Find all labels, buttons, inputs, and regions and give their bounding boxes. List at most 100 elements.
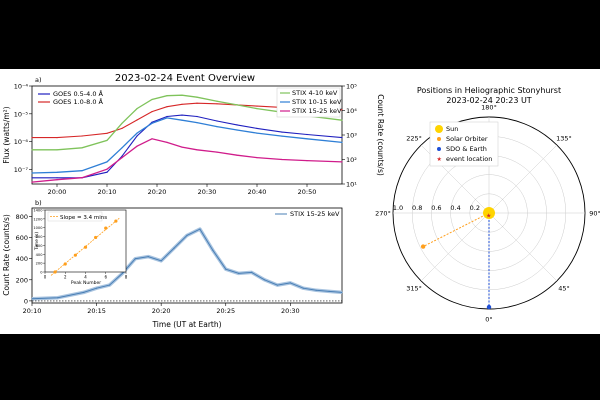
panel-a-ylabel-right: Count Rate (counts/s) — [376, 94, 385, 176]
point-stix-15-25-kev-8 — [181, 146, 183, 148]
point-stix-10-15-kev-1 — [56, 171, 58, 173]
b-xtick-label-0: 20:10 — [23, 307, 42, 315]
a-ytick-left-label-2: 10⁻⁶ — [14, 138, 29, 146]
point-stix-10-15-kev-0 — [31, 172, 33, 174]
panel-a-legend-left: GOES 0.5-4.0 Å GOES 1.0-8.0 Å — [38, 89, 104, 106]
inset-xtick-label-0: 0 — [44, 275, 47, 280]
point-stix-10-15-kev-15 — [341, 141, 343, 143]
a-ytick-left-label-3: 10⁻⁷ — [14, 166, 29, 174]
inset-xtick-label-4: 8 — [125, 275, 128, 280]
point-stix-4-10-kev-4 — [121, 122, 123, 124]
inset-point-6 — [114, 219, 118, 223]
point-stix-15-25-kev-2 — [81, 177, 83, 179]
point-stix-4-10-kev-10 — [216, 100, 218, 102]
point-stix-15-25-kev-10 — [216, 151, 218, 153]
panel-a-series-group — [31, 94, 343, 183]
polar-sun-marker — [483, 207, 495, 219]
a-xtick-label-4: 20:40 — [248, 188, 267, 196]
point-stix-15-25-15 — [251, 271, 253, 273]
point-stix-15-25-11 — [199, 228, 201, 230]
point-stix-15-25-kev-0 — [31, 181, 33, 183]
a-ytick-right-label-3: 10² — [346, 156, 357, 164]
point-goes-0-5-4-0-9 — [196, 115, 198, 118]
polar-angle-label-4: 0° — [485, 316, 492, 324]
point-stix-4-10-kev-8 — [181, 94, 183, 96]
panel-a-legend-right: STIX 4-10 keV STIX 10-15 keV STIX 15-25 … — [276, 87, 342, 118]
point-stix-4-10-kev-6 — [151, 98, 153, 101]
point-stix-15-25-10 — [186, 234, 188, 236]
panel-b-label: b) — [35, 199, 42, 207]
point-stix-15-25-2 — [83, 291, 85, 293]
point-stix-15-25-0 — [31, 298, 33, 300]
point-stix-15-25-19 — [302, 287, 304, 289]
a-ytick-right-label-0: 10⁵ — [346, 83, 357, 91]
panel-b-frame — [31, 207, 343, 304]
a-ytick-left-label-0: 10⁻⁴ — [14, 83, 29, 91]
a-xtick-label-0: 20:00 — [48, 188, 67, 196]
series-line-stix-4-10-kev — [32, 94, 343, 151]
point-stix-10-15-kev-14 — [306, 138, 308, 140]
b-xtick-label-2: 20:20 — [152, 307, 171, 315]
point-stix-15-25-kev-14 — [306, 160, 308, 162]
point-goes-1-0-8-0-12 — [256, 105, 258, 107]
point-stix-15-25-14 — [238, 272, 240, 274]
legend-sdo-label: SDO & Earth — [446, 145, 487, 153]
b-xtick-label-1: 20:15 — [87, 307, 106, 315]
a-ytick-left-label-1: 10⁻⁵ — [14, 110, 29, 118]
point-stix-4-10-kev-3 — [106, 139, 108, 141]
point-stix-15-25-kev-3 — [106, 168, 108, 170]
panel-a-label: a) — [35, 76, 42, 84]
point-stix-10-15-kev-7 — [166, 117, 168, 119]
b-ytick-label-0: 0 — [24, 297, 28, 305]
inset-ytick-label-4: 800 — [36, 235, 44, 239]
point-goes-1-0-8-0-5 — [136, 119, 138, 121]
point-stix-15-25-9 — [173, 247, 175, 249]
polar-solo-marker — [420, 244, 426, 249]
inset-point-4 — [94, 235, 98, 240]
point-stix-10-15-kev-6 — [151, 122, 153, 124]
point-goes-0-5-4-0-12 — [256, 127, 258, 129]
inset-ytick-label-2: 400 — [36, 253, 44, 257]
b-ytick-label-4: 800 — [16, 213, 28, 221]
legend-event-label: event location — [446, 155, 492, 163]
point-stix-15-25-kev-9 — [196, 149, 198, 151]
inset-legend-box — [47, 211, 103, 222]
panel-b-xlabel: Time (UT at Earth) — [151, 320, 221, 329]
legend-stix-15-25-label: STIX 15-25 keV — [292, 107, 342, 115]
point-goes-0-5-4-0-5 — [136, 135, 138, 137]
point-stix-15-25-kev-6 — [151, 138, 153, 140]
polar-angle-label-2: 90° — [589, 210, 600, 218]
polar-angle-label-3: 45° — [558, 284, 570, 292]
point-goes-1-0-8-0-4 — [121, 127, 123, 129]
point-stix-15-25-kev-1 — [56, 179, 58, 181]
figure: 2023-02-24 Event Overview a) Flux (watts… — [0, 69, 600, 334]
polar-radial-label-3: 0.4 — [450, 204, 460, 212]
polar-spoke-45 — [488, 212, 558, 282]
point-stix-15-25-22 — [341, 291, 343, 293]
polar-legend: Sun Solar Orbiter SDO & Earth ★ event lo… — [429, 121, 499, 167]
point-stix-15-25-17 — [276, 284, 278, 286]
point-stix-10-15-kev-12 — [256, 132, 258, 134]
legend-solo-marker — [437, 137, 441, 141]
point-stix-15-25-6 — [134, 258, 136, 260]
a-xtick-label-1: 20:10 — [98, 188, 117, 196]
series-line-stix-10-15-kev — [31, 117, 343, 174]
panel-b-legend: STIX 15-25 keV — [275, 210, 340, 218]
figure-title: 2023-02-24 Event Overview — [115, 73, 255, 84]
point-stix-15-25-kev-13 — [281, 158, 283, 161]
point-goes-0-5-4-0-8 — [181, 114, 183, 116]
inset-plot: Slope = 3.4 mins Peak Number Time (s) 0 2… — [33, 209, 127, 287]
inset-point-0 — [53, 270, 57, 274]
inset-marks: 0 2 4 6 8 0 200 400 600 800 1000 1200 1400 — [33, 209, 127, 280]
polar-marks: ★ — [420, 207, 495, 310]
inset-ytick-label-6: 1200 — [33, 217, 43, 221]
point-stix-10-15-kev-11 — [236, 129, 238, 131]
panel-b-ylabel: Count Rate (counts/s) — [2, 214, 11, 296]
point-stix-15-25-kev-12 — [256, 157, 258, 159]
polar-title-2: 2023-02-24 20:23 UT — [446, 96, 531, 105]
point-goes-1-0-8-0-6 — [151, 111, 153, 113]
point-stix-15-25-5 — [121, 272, 123, 274]
point-stix-4-10-kev-15 — [341, 119, 343, 121]
panel-b: b) Count Rate (counts/s) Time (UT at Ear… — [2, 199, 343, 329]
a-ytick-right-label-1: 10⁴ — [346, 107, 357, 115]
